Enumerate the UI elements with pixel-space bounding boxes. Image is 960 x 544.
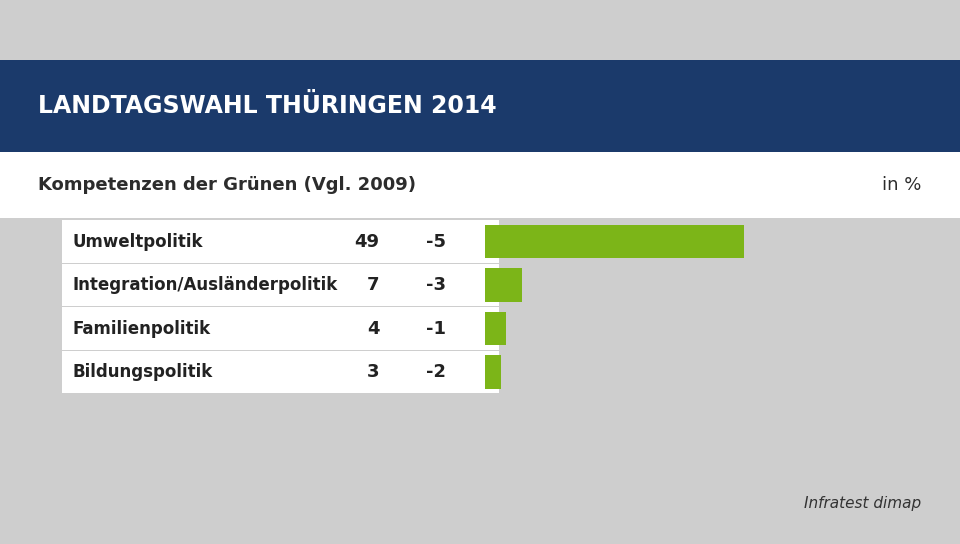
Bar <box>62 351 499 393</box>
Bar <box>0 152 960 218</box>
Text: -2: -2 <box>426 363 446 381</box>
Bar <box>62 220 499 263</box>
Bar <box>0 60 960 152</box>
Bar <box>485 225 744 258</box>
Text: -5: -5 <box>426 232 446 251</box>
Text: LANDTAGSWAHL THÜRINGEN 2014: LANDTAGSWAHL THÜRINGEN 2014 <box>38 94 497 118</box>
Text: in %: in % <box>882 176 922 194</box>
Text: Infratest dimap: Infratest dimap <box>804 496 922 511</box>
Text: Umweltpolitik: Umweltpolitik <box>72 232 203 251</box>
Text: -3: -3 <box>426 276 446 294</box>
Bar <box>62 307 499 350</box>
Bar <box>485 355 501 389</box>
Bar <box>485 268 522 302</box>
Text: -1: -1 <box>426 319 446 338</box>
Text: 3: 3 <box>367 363 379 381</box>
Bar <box>485 312 506 345</box>
Text: Familienpolitik: Familienpolitik <box>72 319 210 338</box>
Text: Integration/Ausländerpolitik: Integration/Ausländerpolitik <box>72 276 337 294</box>
Text: Bildungspolitik: Bildungspolitik <box>72 363 212 381</box>
Text: 7: 7 <box>367 276 379 294</box>
Bar <box>62 264 499 306</box>
Text: Kompetenzen der Grünen (Vgl. 2009): Kompetenzen der Grünen (Vgl. 2009) <box>38 176 417 194</box>
Text: 4: 4 <box>367 319 379 338</box>
Text: 49: 49 <box>354 232 379 251</box>
